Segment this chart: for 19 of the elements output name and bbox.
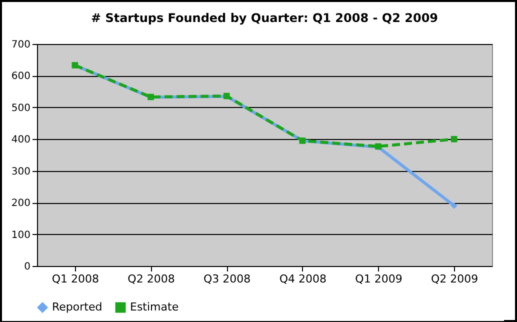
point (450, 202, 458, 209)
x-tick-label: Q1 2008 (52, 272, 99, 286)
y-tick-label: 100 (11, 230, 30, 241)
x-tick-label: Q3 2008 (204, 272, 251, 286)
x-tick-label: Q2 2009 (431, 272, 478, 286)
chart-title: # Startups Founded by Quarter: Q1 2008 - Q2 2009 (90, 11, 438, 25)
y-tick-label: 400 (11, 134, 30, 146)
x-tick-label: Q4 2008 (279, 272, 326, 286)
x-tick-label: Q1 2009 (355, 272, 402, 286)
y-tick-label: 500 (11, 102, 30, 114)
legend-label: Reported (52, 300, 102, 314)
y-tick-label: 300 (11, 166, 30, 178)
legend-label: Estimate (130, 300, 179, 314)
x-tick-label: Q2 2008 (128, 272, 175, 286)
y-tick-label: 0 (24, 262, 30, 272)
point (450, 136, 458, 142)
y-tick-label: 200 (11, 198, 30, 210)
y-tick-label: 700 (11, 40, 30, 50)
y-tick-label: 600 (11, 71, 30, 82)
